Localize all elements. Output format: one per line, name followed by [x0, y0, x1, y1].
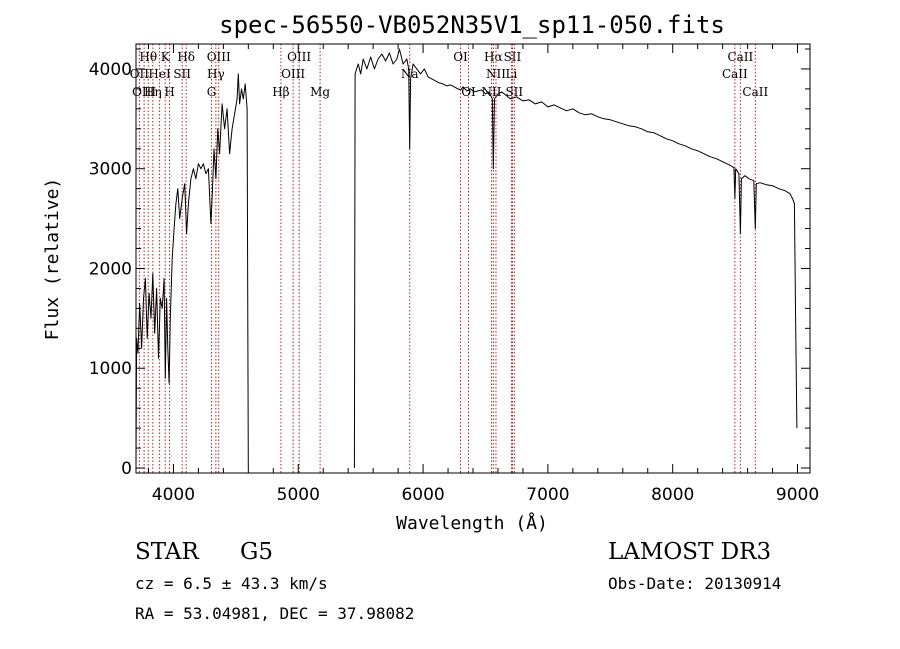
- spectral-line-label: H: [164, 85, 174, 99]
- x-tick-label: 5000: [277, 485, 320, 505]
- spectral-line-label: K: [161, 50, 171, 64]
- spectral-line-label: Hθ: [139, 50, 157, 64]
- x-tick-label: 7000: [526, 485, 569, 505]
- spectral-line-label: Na: [401, 67, 419, 81]
- x-tick-label: 4000: [152, 485, 195, 505]
- spectral-line-label: SII: [505, 85, 523, 99]
- survey-label: LAMOST DR3: [608, 539, 772, 565]
- coordinates: RA = 53.04981, DEC = 37.98082: [135, 604, 415, 623]
- spectral-line-label: SII: [173, 67, 191, 81]
- spectral-line-label: OIII: [287, 50, 311, 64]
- star-class-label: STAR: [135, 539, 199, 565]
- y-tick-label: 2000: [89, 259, 132, 279]
- spectrum-series-layer: [135, 48, 798, 469]
- spectral-line-label: Hγ: [207, 67, 225, 81]
- spectral-line-label: NII: [486, 67, 506, 81]
- spectral-line-label: OIII: [207, 50, 231, 64]
- spectral-line-label: CaII: [742, 85, 768, 99]
- x-tick-label: 8000: [651, 485, 694, 505]
- spectral-line-label: HeI: [148, 67, 171, 81]
- y-tick-label: 1000: [89, 359, 132, 379]
- spectrum-line: [135, 73, 249, 469]
- spectral-line-label: Hδ: [177, 50, 195, 64]
- spectral-line-label: CaII: [727, 50, 753, 64]
- spectral-line-label: Hβ: [272, 85, 289, 99]
- y-tick-label: 4000: [89, 60, 132, 80]
- y-tick-label: 3000: [89, 160, 132, 180]
- star-subclass: G5: [240, 539, 274, 565]
- spectral-line-label: Li: [506, 67, 518, 81]
- plot-frame: [135, 43, 811, 474]
- x-tick-label: 9000: [776, 485, 819, 505]
- redshift-cz: cz = 6.5 ± 43.3 km/s: [135, 574, 328, 593]
- spectral-line-label: Hα: [484, 50, 503, 64]
- spectral-line-label: OII: [130, 67, 150, 81]
- spectral-line-label: G: [207, 85, 217, 99]
- axes-layer: 4000 5000 6000 7000 8000 9000 0 1000 2000 3000 400…: [89, 44, 819, 505]
- chart-title: spec-56550-VB052N35V1_sp11-050.fits: [219, 11, 725, 39]
- y-axis-label: Flux (relative): [42, 178, 63, 341]
- obs-date: Obs-Date: 20130914: [608, 574, 782, 593]
- spectral-line-label: Mg: [310, 85, 330, 99]
- spectral-line-label: OIII: [281, 67, 305, 81]
- x-tick-label: 6000: [401, 485, 444, 505]
- spectral-line-label: OI: [453, 50, 468, 64]
- y-tick-label: 0: [121, 459, 132, 479]
- x-axis-label: Wavelength (Å): [396, 512, 548, 534]
- spectral-line-label: CaII: [722, 67, 748, 81]
- spectrum-line: [353, 48, 798, 469]
- spectral-line-label: Hη: [144, 85, 162, 99]
- spectral-line-label: SII: [504, 50, 522, 64]
